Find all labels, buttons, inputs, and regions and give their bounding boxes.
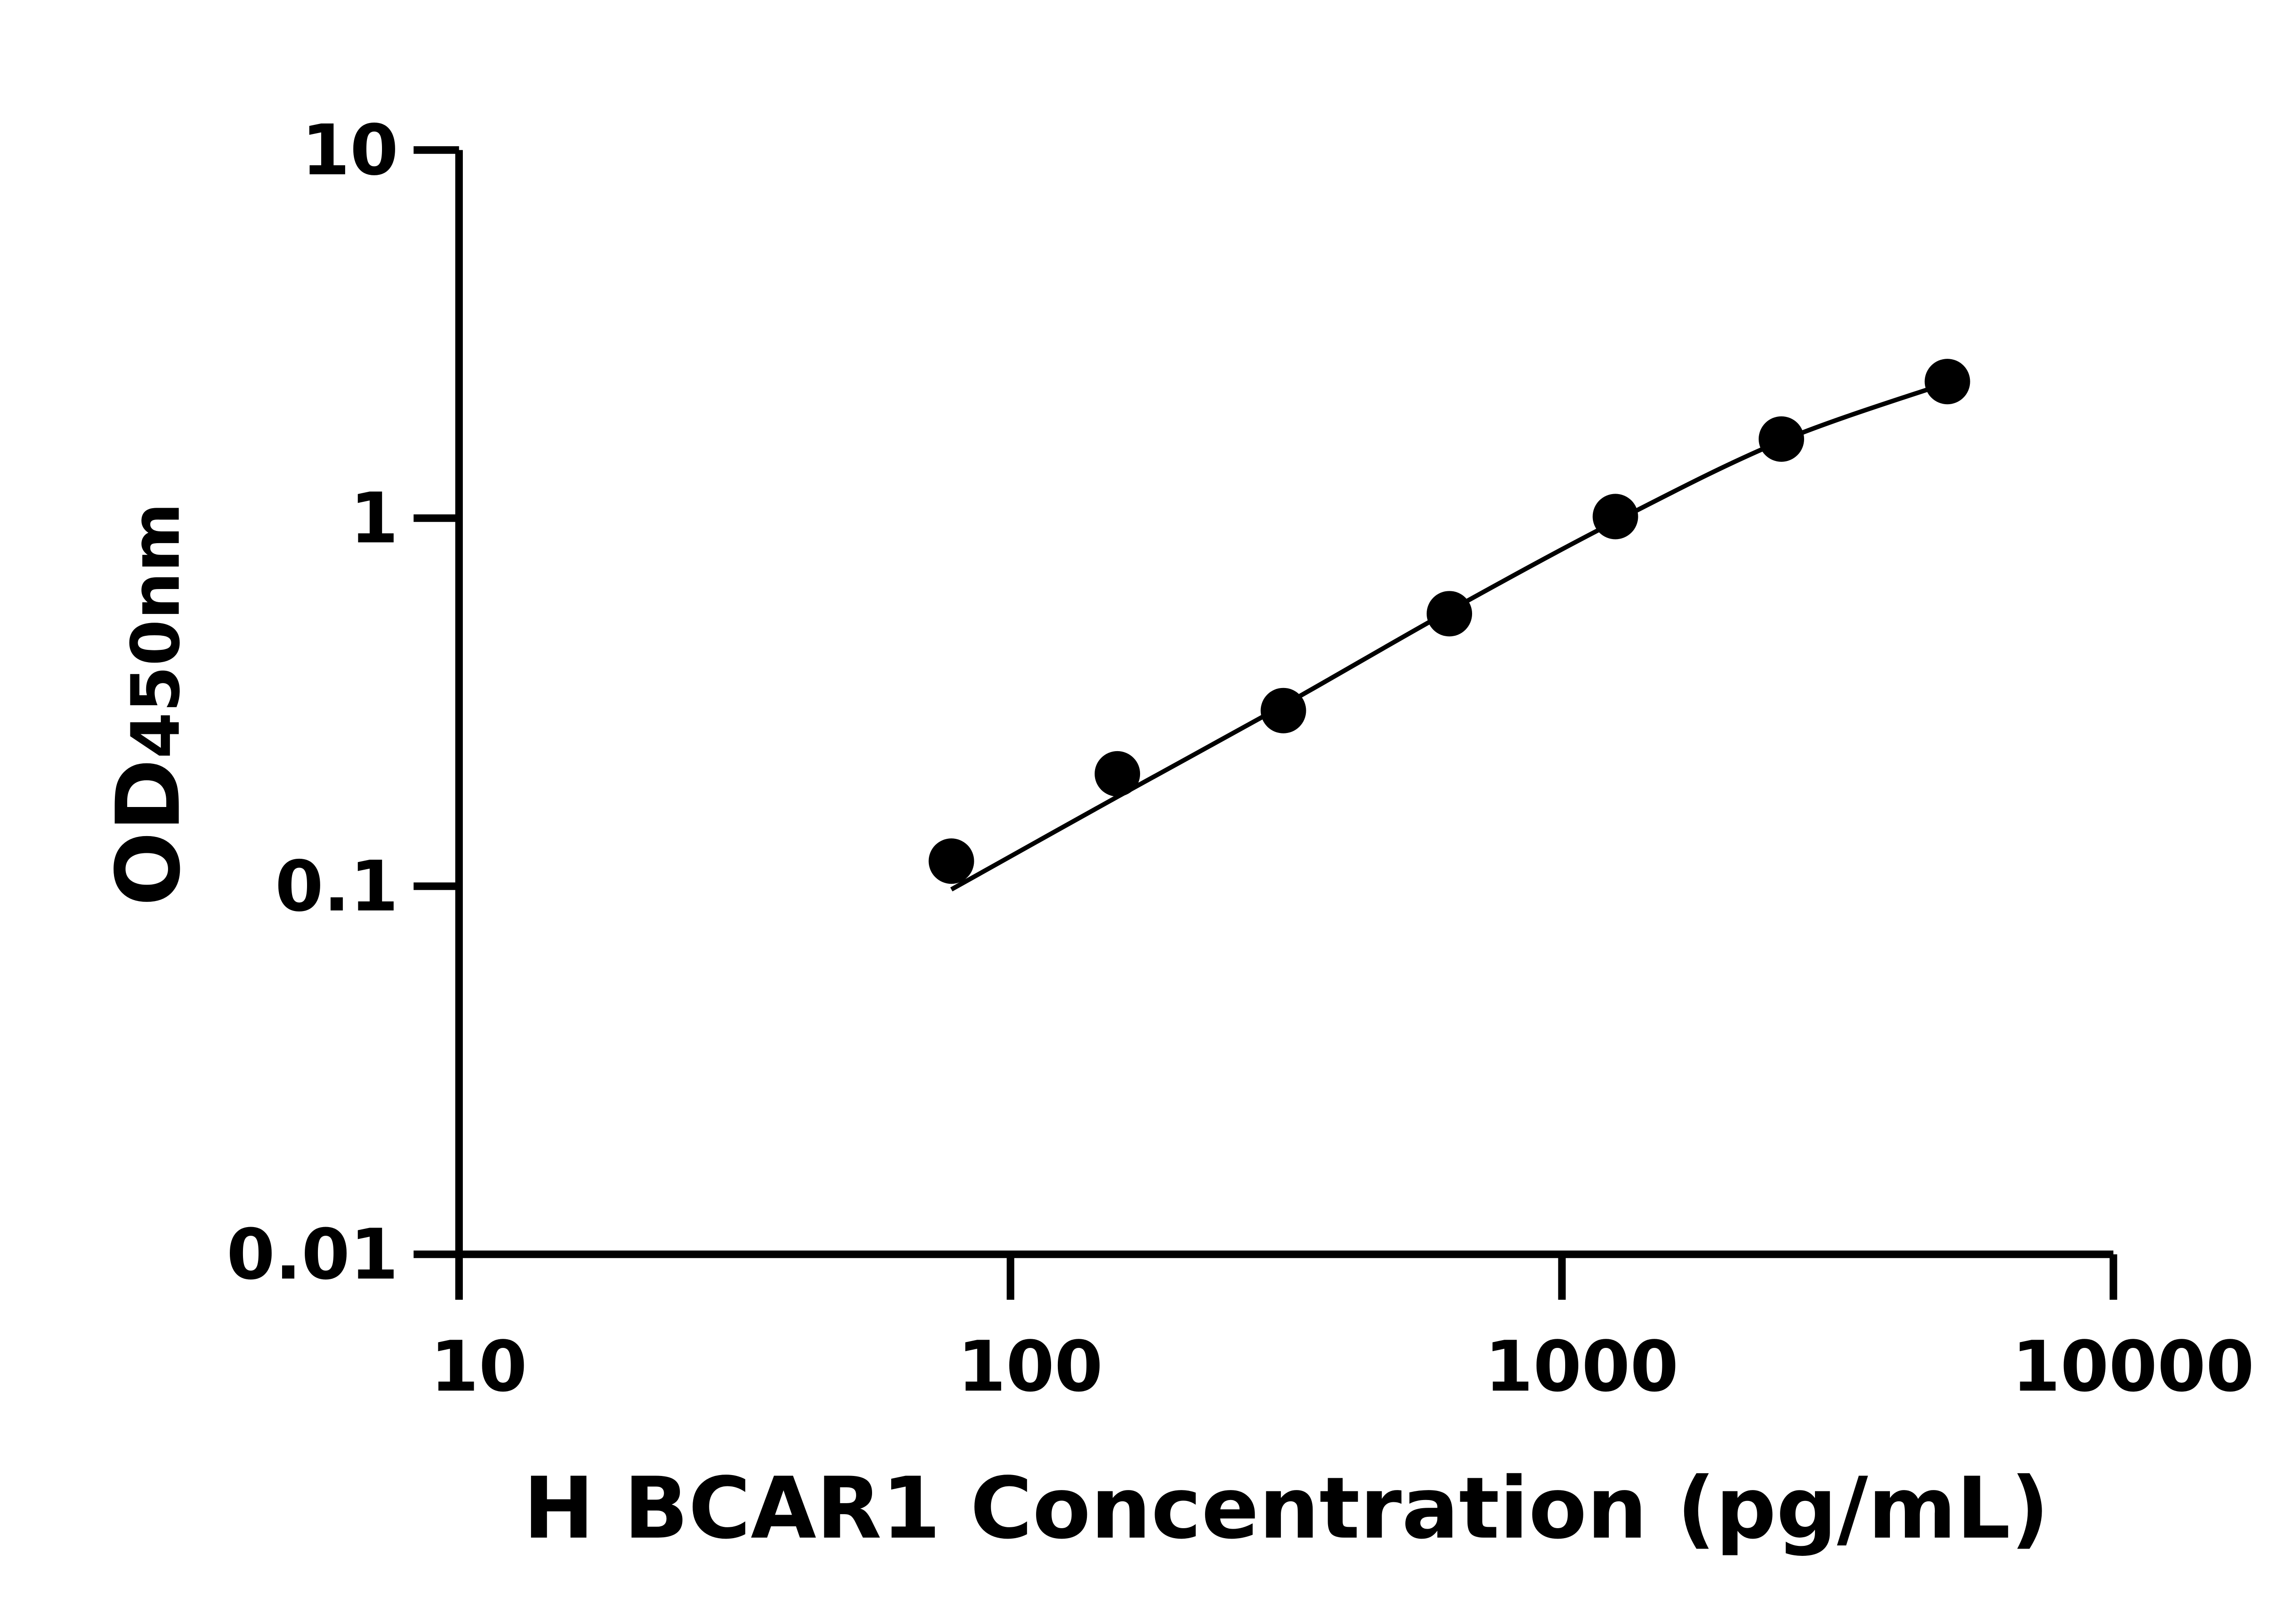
x-axis-label: H BCAR1 Concentration (pg/mL) [523,1460,2049,1558]
x-tick-label: 100 [957,1327,1103,1407]
data-point [1427,591,1473,637]
x-tick-label: 10000 [2012,1327,2254,1407]
y-tick-label: 1 [350,478,398,559]
data-point [1758,416,1805,462]
data-point [928,838,974,884]
data-point [1095,751,1140,797]
y-axis-label: OD450nm [97,503,200,906]
y-axis-label-main: OD [97,759,200,906]
data-point [1260,688,1306,733]
y-axis-label-sub: 450nm [117,503,195,759]
data-point [1592,494,1638,540]
data-points [928,359,1970,884]
y-tick-label: 10 [302,110,399,191]
axes [455,150,2113,1258]
data-point [1924,359,1970,405]
y-tick-label: 0.01 [227,1214,399,1295]
x-tick-label: 1000 [1485,1327,1679,1407]
x-tick-label: 10 [430,1327,527,1407]
ticks: 10 100 1000 10000 0.01 0.1 1 10 [227,110,2255,1407]
y-tick-label: 0.1 [275,847,398,927]
